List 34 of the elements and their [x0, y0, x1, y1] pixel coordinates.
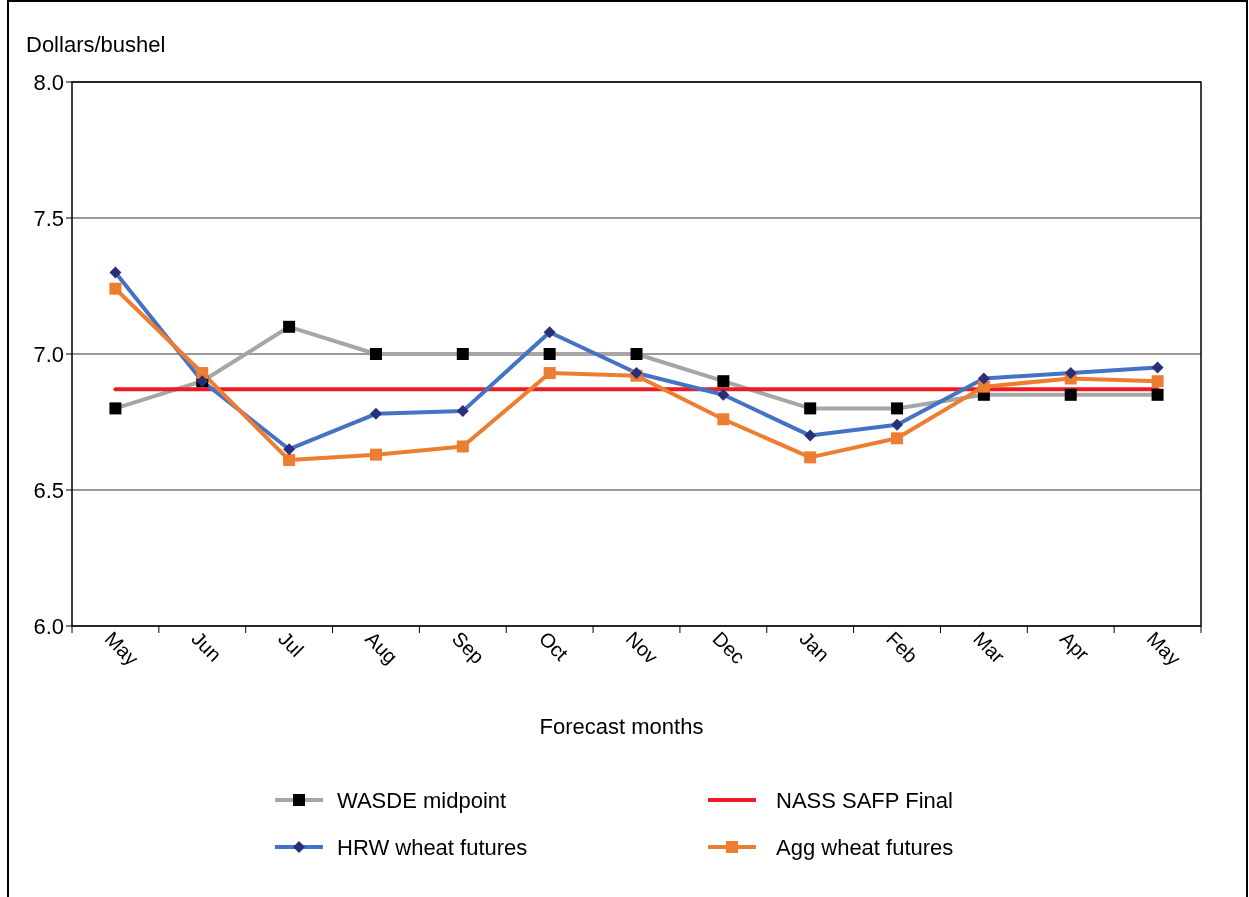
y-tick-label: 6.5 [33, 477, 64, 503]
point [109, 282, 122, 295]
x-tick-label: Aug [361, 627, 402, 668]
y-tick-label: 7.0 [33, 341, 64, 367]
point [283, 454, 296, 467]
y-tick-label: 7.5 [33, 205, 64, 231]
point [543, 367, 556, 380]
legend-label: NASS SAFP Final [776, 787, 953, 813]
point [369, 448, 382, 461]
legend-label: HRW wheat futures [337, 834, 528, 860]
legend-label: WASDE midpoint [337, 787, 507, 813]
x-tick-label: Mar [969, 627, 1010, 668]
y-tick-label: 6.0 [33, 613, 64, 639]
x-tick-label: Jan [795, 627, 834, 666]
x-tick-label: Dec [708, 627, 750, 668]
legend-label: Agg wheat futures [776, 834, 954, 860]
x-tick-label: Oct [534, 627, 573, 666]
point [456, 440, 469, 453]
x-tick-label: May [100, 627, 143, 670]
x-tick-label: Nov [621, 627, 663, 668]
point [717, 413, 730, 426]
x-tick-label: Sep [447, 627, 489, 668]
y-tick-label: 8.0 [33, 69, 64, 95]
y-axis-title: Dollars/bushel [26, 32, 166, 57]
point [977, 380, 990, 393]
x-axis-title: Forecast months [539, 714, 704, 739]
x-tick-label: Feb [882, 627, 923, 668]
x-tick-label: Apr [1055, 627, 1094, 666]
x-tick-label: Jul [274, 627, 308, 661]
point [891, 432, 904, 445]
x-tick-label: Jun [187, 627, 226, 666]
point [804, 451, 817, 464]
point [1151, 375, 1164, 388]
x-tick-label: May [1142, 627, 1186, 670]
